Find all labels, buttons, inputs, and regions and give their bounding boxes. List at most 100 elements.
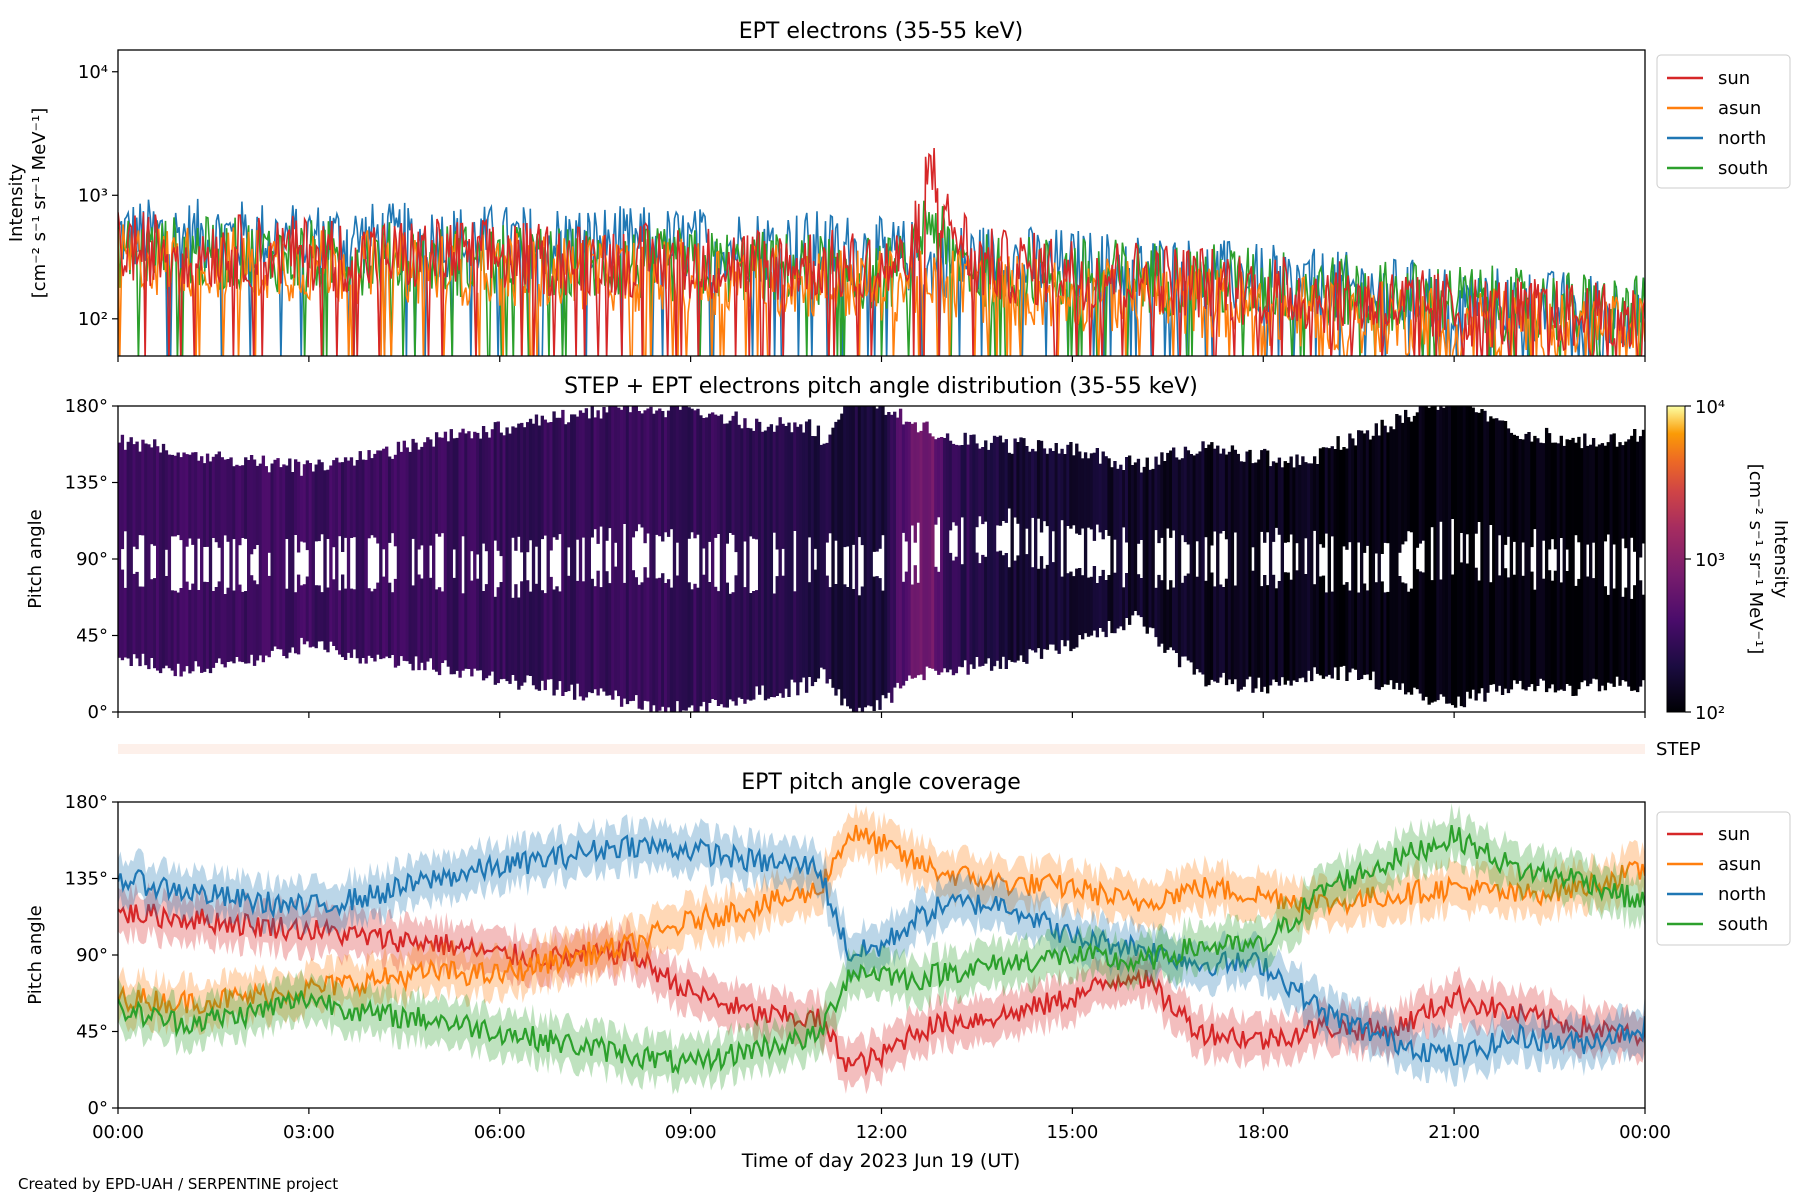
panel3-series-north (118, 834, 1645, 1066)
heatmap-cell (299, 475, 304, 542)
heatmap-cell (1089, 453, 1094, 530)
heatmap-cell (1110, 467, 1114, 634)
panel1-legend-label-sun: sun (1718, 68, 1750, 89)
heatmap-cell (1345, 582, 1349, 681)
heatmap-cell (1357, 592, 1361, 680)
heatmap-cell (508, 433, 512, 684)
heatmap-cell (975, 443, 979, 528)
heatmap-cell (640, 413, 644, 528)
heatmap-cell (429, 439, 433, 546)
x-tick-label: 09:00 (665, 1122, 717, 1143)
heatmap-cell (188, 589, 192, 674)
heatmap-cell (473, 431, 477, 669)
panel3-title: EPT pitch angle coverage (741, 770, 1021, 795)
heatmap-cell (1230, 445, 1235, 685)
heatmap-cell (458, 432, 462, 678)
heatmap-cell (241, 465, 245, 538)
heatmap-cell (185, 454, 189, 547)
heatmap-cell (317, 585, 321, 642)
heatmap-cell (1295, 570, 1299, 682)
heatmap-cell (1163, 461, 1167, 653)
heatmap-cell (170, 590, 174, 671)
heatmap-cell (1474, 412, 1478, 534)
heatmap-cell (153, 439, 157, 546)
heatmap-cell (1031, 448, 1035, 518)
heatmap-cell (1327, 448, 1331, 675)
heatmap-cell (1116, 468, 1120, 629)
heatmap-cell (725, 423, 729, 544)
heatmap-cell (329, 465, 333, 642)
heatmap-cell (173, 455, 177, 537)
panel3-legend-label-north: north (1718, 884, 1766, 905)
heatmap-cell (690, 408, 694, 533)
heatmap-cell (913, 422, 917, 543)
heatmap-cell (775, 425, 779, 550)
heatmap-cell (672, 406, 677, 712)
heatmap-cell (1591, 438, 1596, 543)
heatmap-cell (1095, 583, 1100, 638)
heatmap-cell (1539, 442, 1543, 679)
heatmap-cell (1224, 454, 1229, 540)
heatmap-cell (1148, 469, 1152, 628)
heatmap-cell (1512, 434, 1516, 542)
heatmap-cell (211, 456, 216, 538)
heatmap-cell (713, 414, 718, 538)
heatmap-cell (781, 423, 785, 549)
heatmap-cell (120, 569, 125, 661)
heatmap-cell (367, 588, 371, 656)
heatmap-cell (1462, 406, 1467, 708)
heatmap-cell (1589, 444, 1593, 684)
heatmap-cell (693, 410, 697, 539)
heatmap-cell (622, 582, 627, 699)
heatmap-cell (1113, 572, 1117, 634)
heatmap-cell (432, 446, 436, 670)
heatmap-cell (666, 579, 671, 708)
heatmap-cell (1612, 588, 1616, 687)
panel3-series-asun (118, 824, 1645, 1016)
heatmap-cell (1034, 451, 1038, 653)
heatmap-cell (426, 437, 430, 662)
heatmap-cell (525, 422, 530, 553)
heatmap-cell (1004, 553, 1008, 669)
heatmap-cell (546, 422, 550, 680)
heatmap-cell (778, 417, 782, 694)
heatmap-cell (197, 460, 201, 539)
heatmap-cell (1271, 461, 1276, 542)
heatmap-cell (478, 438, 483, 671)
heatmap-cell (229, 457, 233, 662)
heatmap-cell (520, 422, 524, 553)
heatmap-cell (1157, 464, 1161, 544)
heatmap-cell (1295, 454, 1299, 544)
heatmap-cell (273, 459, 277, 647)
heatmap-cell (1448, 406, 1452, 704)
heatmap-cell (167, 454, 172, 669)
heatmap-cell (1210, 572, 1214, 680)
heatmap-cell (517, 597, 521, 690)
heatmap-cell (1468, 406, 1472, 699)
heatmap-cell (1069, 442, 1073, 529)
heatmap-cell (1304, 462, 1308, 539)
heatmap-cell (1166, 452, 1170, 529)
heatmap-cell (1130, 465, 1135, 616)
heatmap-cell (252, 580, 257, 666)
heatmap-cell (1195, 576, 1199, 670)
heatmap-cell (1133, 462, 1138, 611)
heatmap-cell (332, 579, 336, 646)
heatmap-cell (1383, 592, 1387, 685)
heatmap-cell (429, 577, 433, 659)
x-axis-label: Time of day 2023 Jun 19 (UT) (741, 1150, 1021, 1172)
heatmap-cell (173, 590, 177, 677)
heatmap-cell (1571, 437, 1575, 696)
heatmap-cell (640, 582, 644, 710)
panel1-series-north (118, 198, 1645, 356)
heatmap-cell (1489, 582, 1493, 685)
heatmap-cell (396, 441, 401, 666)
heatmap-cell (440, 591, 445, 663)
heatmap-cell (1474, 567, 1478, 701)
heatmap-cell (1098, 463, 1102, 533)
heatmap-cell (1198, 451, 1202, 673)
heatmap-cell (1107, 575, 1111, 621)
heatmap-cell (437, 587, 442, 676)
heatmap-cell (995, 551, 1000, 661)
heatmap-cell (352, 589, 357, 650)
